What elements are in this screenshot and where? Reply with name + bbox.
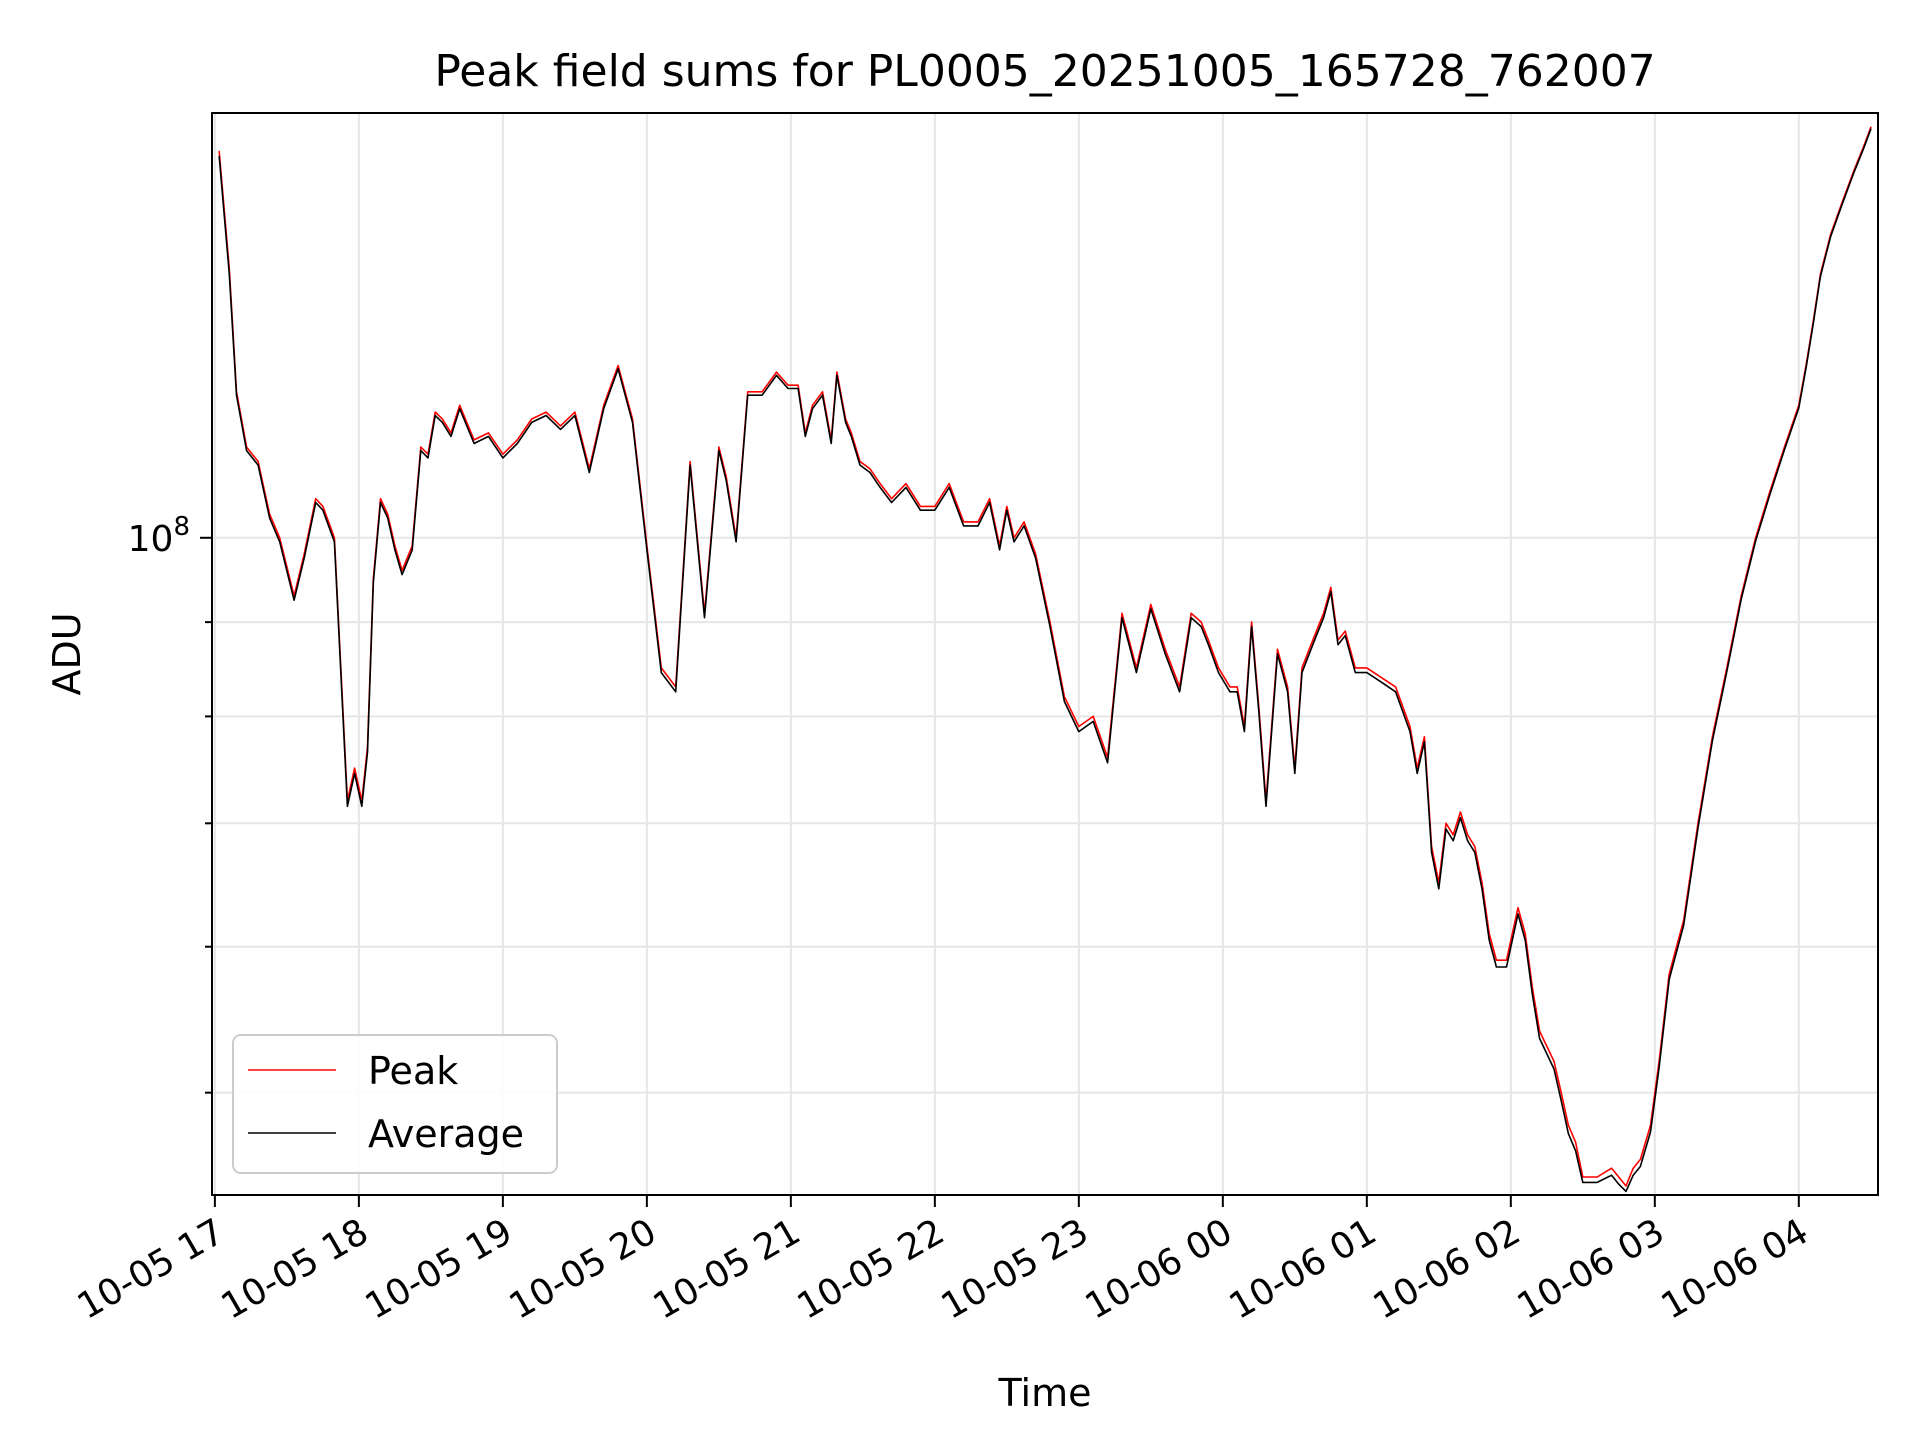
grid (212, 113, 1878, 1195)
series-lines (218, 126, 1872, 1193)
series-line-peak (218, 126, 1872, 1187)
legend-label-peak: Peak (368, 1049, 458, 1093)
series-line-average (218, 128, 1872, 1193)
y-tick-label: 108 (128, 512, 190, 560)
legend: Peak Average (232, 1034, 558, 1174)
chart-title: Peak field sums for PL0005_20251005_1657… (434, 46, 1655, 97)
legend-label-average: Average (368, 1112, 524, 1156)
plot-frame (211, 112, 1879, 1196)
x-axis-label: Time (998, 1371, 1092, 1415)
y-axis-label: ADU (45, 612, 89, 695)
